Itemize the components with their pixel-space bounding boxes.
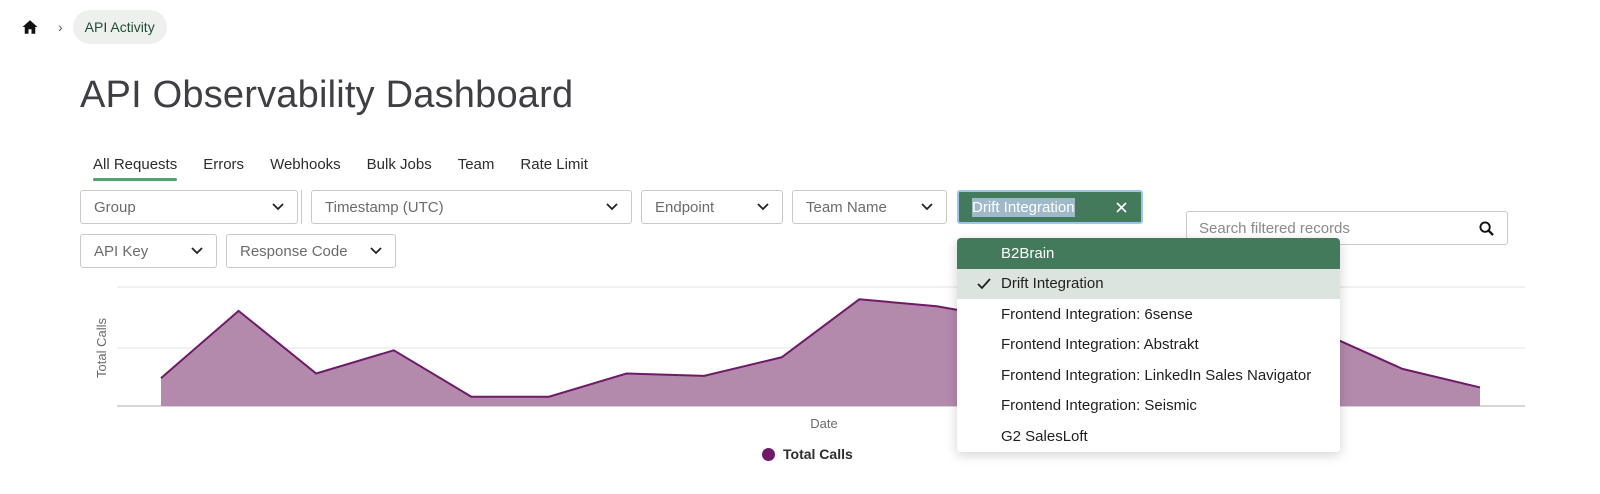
dropdown-option[interactable]: B2Brain bbox=[957, 238, 1340, 269]
dropdown-option[interactable]: Frontend Integration: LinkedIn Sales Nav… bbox=[957, 360, 1340, 391]
tab-team[interactable]: Team bbox=[457, 156, 495, 173]
home-icon[interactable] bbox=[18, 15, 42, 39]
response-code-select[interactable]: Response Code bbox=[226, 234, 396, 268]
dropdown-option[interactable]: Drift Integration bbox=[957, 268, 1340, 299]
dropdown-option-label: Frontend Integration: Abstrakt bbox=[1001, 336, 1199, 354]
breadcrumb: › API Activity bbox=[18, 10, 167, 44]
dropdown-option[interactable]: Frontend Integration: 6sense bbox=[957, 299, 1340, 330]
dropdown-option-label: Frontend Integration: Seismic bbox=[1001, 397, 1197, 415]
dropdown-option[interactable]: G2 SalesLoft bbox=[957, 421, 1340, 452]
chevron-down-icon bbox=[605, 200, 619, 214]
integration-select-value[interactable]: Drift Integration bbox=[972, 197, 1075, 217]
dropdown-option-label: Frontend Integration: 6sense bbox=[1001, 305, 1193, 323]
dropdown-option-label: Drift Integration bbox=[1001, 275, 1104, 293]
tab-errors[interactable]: Errors bbox=[203, 156, 245, 173]
timestamp-select-label: Timestamp (UTC) bbox=[325, 198, 444, 216]
dropdown-option-label: B2Brain bbox=[1001, 244, 1055, 262]
tab-bulk-jobs[interactable]: Bulk Jobs bbox=[366, 156, 432, 173]
tab-bar: All Requests Errors Webhooks Bulk Jobs T… bbox=[80, 152, 601, 181]
chevron-right-icon: › bbox=[58, 19, 63, 35]
api-key-select-label: API Key bbox=[94, 242, 149, 260]
integration-dropdown: B2Brain Drift Integration Frontend Integ… bbox=[957, 238, 1340, 452]
endpoint-select-label: Endpoint bbox=[655, 198, 715, 216]
dropdown-option[interactable]: Frontend Integration: Abstrakt bbox=[957, 330, 1340, 361]
dropdown-option[interactable]: Frontend Integration: Seismic bbox=[957, 391, 1340, 422]
chevron-down-icon bbox=[756, 200, 770, 214]
breadcrumb-current[interactable]: API Activity bbox=[72, 10, 167, 44]
y-axis-label: Total Calls bbox=[94, 318, 109, 378]
chevron-down-icon bbox=[271, 200, 285, 214]
search-input[interactable] bbox=[1199, 219, 1477, 237]
chevron-down-icon bbox=[920, 200, 934, 214]
close-icon[interactable] bbox=[1113, 199, 1129, 215]
endpoint-select[interactable]: Endpoint bbox=[641, 190, 783, 224]
legend-marker bbox=[762, 447, 775, 461]
page-title: API Observability Dashboard bbox=[80, 74, 574, 116]
chevron-down-icon bbox=[369, 244, 383, 258]
timestamp-select[interactable]: Timestamp (UTC) bbox=[311, 190, 632, 224]
dropdown-option-label: Frontend Integration: LinkedIn Sales Nav… bbox=[1001, 366, 1312, 384]
dropdown-option-label: G2 SalesLoft bbox=[1001, 427, 1088, 445]
response-code-select-label: Response Code bbox=[240, 242, 348, 260]
integration-select[interactable]: Drift Integration bbox=[957, 190, 1143, 224]
check-icon bbox=[976, 277, 992, 291]
legend-label: Total Calls bbox=[783, 446, 853, 462]
tab-rate-limit[interactable]: Rate Limit bbox=[520, 156, 588, 173]
api-key-select[interactable]: API Key bbox=[80, 234, 217, 268]
group-select[interactable]: Group bbox=[80, 190, 298, 224]
tab-all-requests[interactable]: All Requests bbox=[80, 152, 190, 181]
group-select-label: Group bbox=[94, 198, 136, 216]
team-name-select[interactable]: Team Name bbox=[792, 190, 947, 224]
filter-divider bbox=[301, 190, 302, 224]
search-icon[interactable] bbox=[1477, 219, 1495, 237]
tab-webhooks[interactable]: Webhooks bbox=[270, 156, 341, 173]
chart-legend[interactable]: Total Calls bbox=[762, 446, 853, 462]
chevron-down-icon bbox=[190, 244, 204, 258]
x-axis-label: Date bbox=[810, 416, 837, 431]
team-name-select-label: Team Name bbox=[806, 198, 887, 216]
